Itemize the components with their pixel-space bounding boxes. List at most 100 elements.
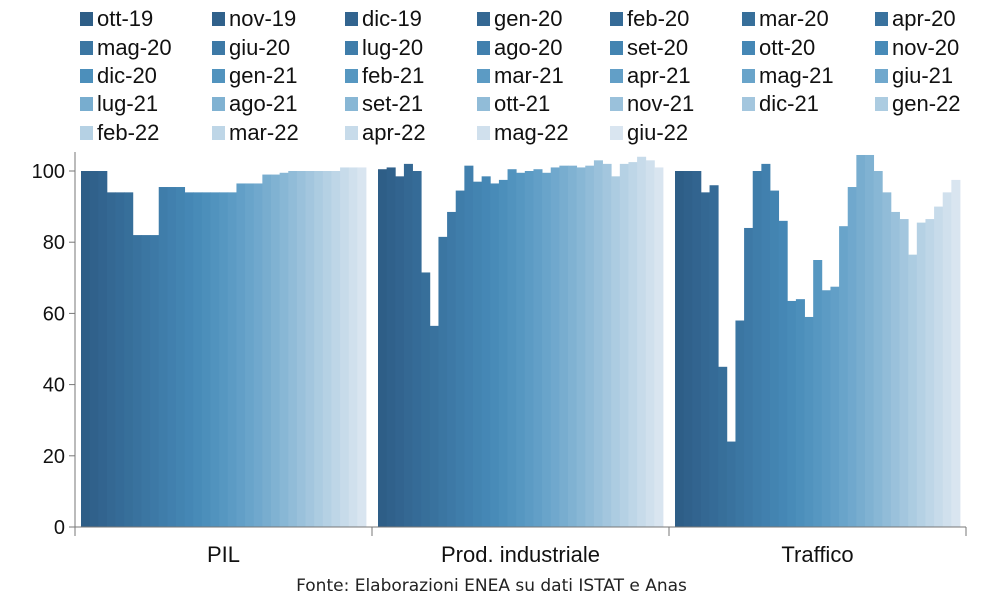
legend-item: set-21	[345, 91, 423, 116]
bar	[378, 169, 388, 527]
legend-swatch	[610, 97, 623, 111]
legend-label: apr-22	[362, 120, 426, 145]
legend-label: ago-20	[494, 35, 563, 60]
legend-swatch	[80, 41, 93, 55]
bar	[735, 320, 745, 527]
legend-label: ott-19	[97, 6, 153, 31]
bar	[700, 192, 710, 528]
bar	[568, 165, 578, 527]
bar	[158, 187, 168, 527]
y-tick-label: 0	[54, 517, 65, 539]
legend-swatch	[212, 97, 225, 111]
legend-swatch	[742, 97, 755, 111]
legend-item: gen-20	[477, 6, 563, 31]
bar	[348, 167, 358, 527]
bar	[718, 366, 728, 527]
y-tick-label: 20	[43, 446, 65, 468]
legend-item: nov-20	[875, 35, 959, 60]
bar-group	[675, 154, 961, 528]
legend-label: dic-19	[362, 6, 422, 31]
legend-item: mar-20	[742, 6, 829, 31]
bar	[533, 169, 543, 527]
legend-item: apr-22	[345, 120, 426, 145]
x-category-label: Prod. industriale	[441, 542, 600, 567]
bar	[559, 165, 569, 527]
legend-item: giu-20	[212, 35, 290, 60]
bar	[253, 183, 263, 527]
legend-swatch	[610, 69, 623, 83]
bar	[602, 163, 612, 527]
bar	[193, 192, 203, 528]
legend-label: lug-21	[97, 91, 158, 116]
bar	[882, 192, 892, 528]
legend-item: mar-21	[477, 63, 564, 88]
legend-label: mag-22	[494, 120, 569, 145]
bar	[744, 227, 754, 527]
bar	[340, 167, 350, 527]
legend-label: giu-22	[627, 120, 688, 145]
bar	[150, 235, 160, 527]
legend-label: apr-21	[627, 63, 691, 88]
bar	[227, 192, 237, 528]
legend-label: ott-20	[759, 35, 815, 60]
y-tick-label: 80	[43, 232, 65, 254]
legend-label: gen-21	[229, 63, 298, 88]
bar	[524, 171, 534, 527]
legend-swatch	[477, 69, 490, 83]
legend-swatch	[742, 12, 755, 26]
bar	[873, 171, 883, 527]
bar	[890, 211, 900, 527]
bar	[245, 183, 255, 527]
bar	[98, 171, 108, 527]
bar	[925, 219, 935, 527]
legend-label: set-21	[362, 91, 423, 116]
bar	[438, 236, 448, 528]
bar	[585, 165, 595, 527]
bar	[464, 165, 474, 527]
bar	[804, 316, 814, 527]
bar	[934, 206, 944, 527]
bar	[124, 192, 134, 528]
bar	[279, 172, 289, 527]
legend-item: giu-22	[610, 120, 688, 145]
bar	[908, 254, 918, 527]
legend-item: ago-20	[477, 35, 563, 60]
legend-swatch	[742, 41, 755, 55]
legend-swatch	[80, 69, 93, 83]
legend-item: mag-21	[742, 63, 834, 88]
legend-item: apr-20	[875, 6, 956, 31]
legend-swatch	[345, 12, 358, 26]
bar	[236, 183, 246, 527]
bar	[839, 226, 849, 527]
legend-item: mag-22	[477, 120, 569, 145]
bar	[322, 171, 332, 527]
legend-swatch	[477, 12, 490, 26]
bar	[89, 171, 99, 527]
bar	[395, 176, 405, 527]
bar	[490, 183, 500, 527]
bar	[386, 167, 396, 527]
legend-label: feb-21	[362, 63, 424, 88]
bar	[645, 160, 655, 527]
legend-swatch	[742, 69, 755, 83]
bar	[654, 167, 664, 527]
legend-item: nov-19	[212, 6, 296, 31]
legend-label: lug-20	[362, 35, 423, 60]
y-axis: 0 20 40 60 80 100	[32, 152, 76, 539]
legend-swatch	[212, 69, 225, 83]
legend-item: mar-22	[212, 120, 299, 145]
legend-label: mar-20	[759, 6, 829, 31]
bar	[752, 171, 762, 527]
legend-item: apr-21	[610, 63, 691, 88]
legend-item: mag-20	[80, 35, 172, 60]
bar	[619, 163, 629, 527]
legend-item: gen-22	[875, 91, 961, 116]
bar	[942, 192, 952, 528]
legend-swatch	[477, 126, 490, 140]
bar	[81, 171, 91, 527]
bar	[542, 172, 552, 527]
bar	[628, 162, 638, 527]
bar	[847, 187, 857, 527]
legend-label: dic-20	[97, 63, 157, 88]
bar	[219, 192, 229, 528]
